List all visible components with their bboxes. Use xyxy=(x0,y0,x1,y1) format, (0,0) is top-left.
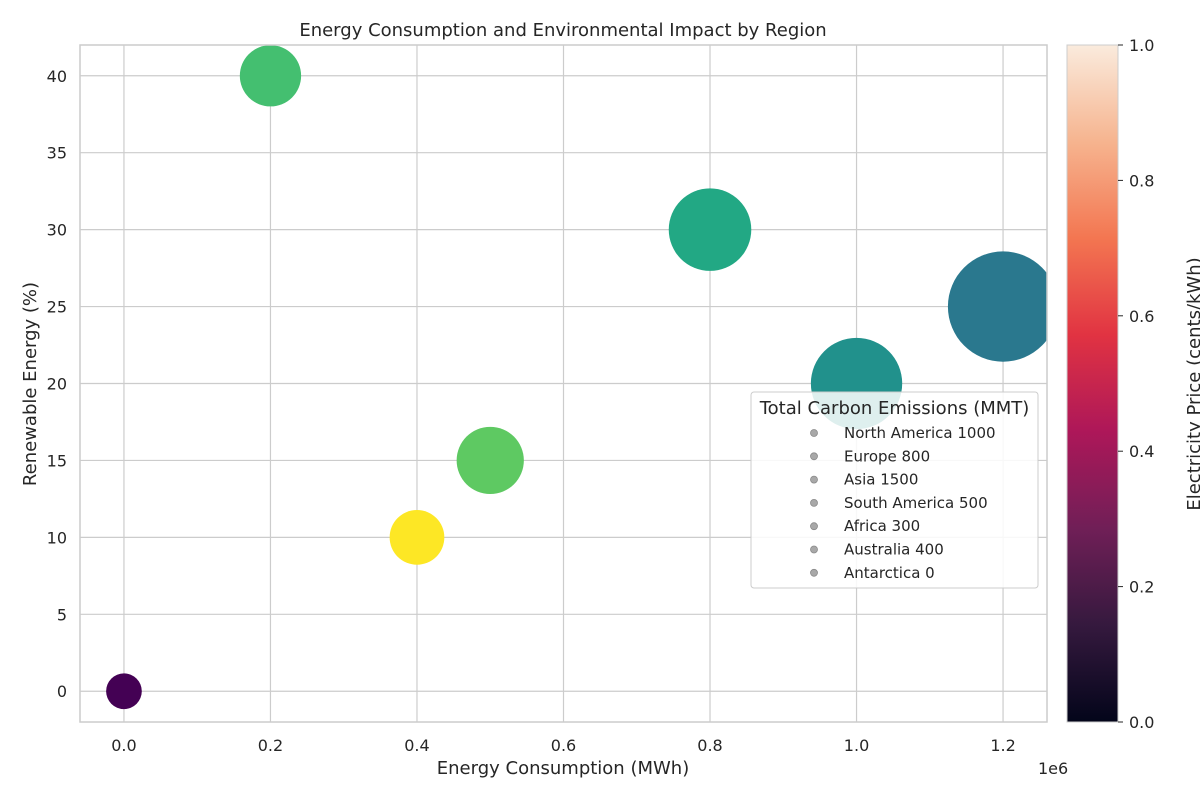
legend-entry: Australia 400 xyxy=(844,541,944,559)
legend-marker xyxy=(810,522,818,531)
colorbar-tick-label: 0.2 xyxy=(1129,578,1154,597)
legend-marker xyxy=(810,452,818,461)
legend-marker xyxy=(810,475,818,484)
y-tick-label: 40 xyxy=(47,67,67,86)
x-offset-label: 1e6 xyxy=(1038,759,1068,778)
legend-marker xyxy=(810,498,818,507)
data-point-asia xyxy=(947,251,1047,362)
legend-entry: Africa 300 xyxy=(844,517,920,535)
y-tick-label: 20 xyxy=(47,375,67,394)
colorbar-tick-label: 0.0 xyxy=(1129,713,1154,732)
x-tick-label: 0.8 xyxy=(697,736,722,755)
legend: Total Carbon Emissions (MMT) North Americ… xyxy=(750,391,1039,589)
legend-title: Total Carbon Emissions (MMT) xyxy=(759,398,1030,419)
y-tick-label: 30 xyxy=(47,221,67,240)
y-axis-title: Renewable Energy (%) xyxy=(20,282,41,486)
x-tick-label: 0.4 xyxy=(404,736,429,755)
legend-entry: South America 500 xyxy=(844,494,988,512)
colorbar-tick-label: 0.8 xyxy=(1129,171,1154,190)
y-tick-label: 0 xyxy=(57,682,67,701)
bubble-group xyxy=(106,45,1047,710)
x-tick-label: 1.0 xyxy=(844,736,869,755)
legend-entry: North America 1000 xyxy=(844,424,996,442)
x-axis-title: Energy Consumption (MWh) xyxy=(437,758,689,779)
y-tick-label: 15 xyxy=(47,451,67,470)
colorbar-tick-label: 1.0 xyxy=(1129,36,1154,55)
x-tick-label: 0.0 xyxy=(111,736,136,755)
data-point-africa xyxy=(389,510,445,565)
legend-marker xyxy=(810,545,818,554)
y-tick-label: 25 xyxy=(47,298,67,317)
y-tick-label: 35 xyxy=(47,144,67,163)
colorbar xyxy=(1066,44,1119,723)
x-tick-label: 0.6 xyxy=(551,736,576,755)
colorbar-tick-label: 0.4 xyxy=(1129,442,1154,461)
y-tick-label: 5 xyxy=(57,605,67,624)
legend-entry: Europe 800 xyxy=(844,447,930,465)
data-point-australia xyxy=(239,45,302,107)
legend-marker xyxy=(810,568,818,577)
x-tick-label: 0.2 xyxy=(258,736,283,755)
legend-entry: Antarctica 0 xyxy=(844,564,935,582)
colorbar-tick-label: 0.6 xyxy=(1129,307,1154,326)
data-point-antarctica xyxy=(106,673,142,710)
legend-entry: Asia 1500 xyxy=(844,471,918,489)
colorbar-title: Electricity Price (cents/kWh) xyxy=(1184,257,1200,510)
x-tick-label: 1.2 xyxy=(990,736,1015,755)
data-point-europe xyxy=(668,188,752,271)
legend-marker xyxy=(810,429,818,437)
legend-box xyxy=(750,391,1039,589)
chart-title: Energy Consumption and Environmental Imp… xyxy=(299,20,826,41)
plot-frame xyxy=(79,44,1048,723)
data-point-south-america xyxy=(456,426,524,495)
y-tick-label: 10 xyxy=(47,528,67,547)
